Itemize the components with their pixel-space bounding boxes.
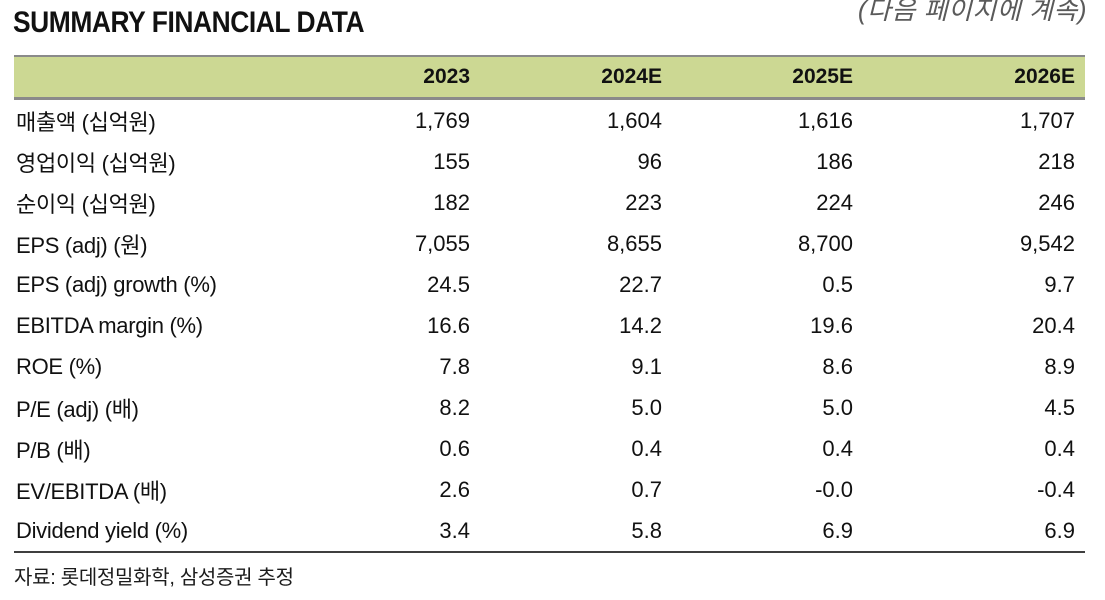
cell-value: 8.6 [822, 353, 853, 379]
cell-value: 96 [637, 148, 662, 174]
cell-value: 3.4 [439, 517, 470, 543]
cell-value: 5.8 [631, 517, 662, 543]
cell-value: 1,616 [797, 107, 853, 133]
table-row-pb: P/B (배) 0.6 0.4 0.4 0.4 [14, 428, 1085, 469]
table-row-eps: EPS (adj) (원) 7,055 8,655 8,700 9,542 [14, 223, 1085, 264]
table-row-ev-ebitda: EV/EBITDA (배) 2.6 0.7 -0.0 -0.4 [14, 469, 1085, 510]
cell-value: 0.4 [631, 435, 662, 461]
cell-value: 9.7 [1044, 271, 1075, 297]
row-label: P/E (adj) (배) [16, 396, 139, 422]
cell-value: 186 [816, 148, 853, 174]
row-label: EPS (adj) growth (%) [16, 271, 217, 297]
page-title: SUMMARY FINANCIAL DATA [13, 6, 365, 39]
cell-value: 224 [816, 189, 853, 215]
cell-value: 246 [1038, 189, 1075, 215]
cell-value: -0.0 [815, 476, 853, 502]
cell-value: 4.5 [1044, 394, 1075, 420]
cell-value: 20.4 [1032, 312, 1075, 338]
cell-value: 6.9 [1044, 517, 1075, 543]
table-row-operating-profit: 영업이익 (십억원) 155 96 186 218 [14, 141, 1085, 182]
row-label: EPS (adj) (원) [16, 232, 148, 258]
row-label: 영업이익 (십억원) [16, 150, 176, 176]
source-note: 자료: 롯데정밀화학, 삼성증권 추정 [14, 567, 294, 589]
cell-value: 218 [1038, 148, 1075, 174]
cell-value: 8.9 [1044, 353, 1075, 379]
table-row-dividend-yield: Dividend yield (%) 3.4 5.8 6.9 6.9 [14, 510, 1085, 552]
cell-value: 16.6 [427, 312, 470, 338]
row-label: 순이익 (십억원) [16, 191, 156, 217]
cell-value: 0.5 [822, 271, 853, 297]
row-label: EV/EBITDA (배) [16, 478, 167, 504]
table-row-net-profit: 순이익 (십억원) 182 223 224 246 [14, 182, 1085, 223]
cell-value: 0.7 [631, 476, 662, 502]
cell-value: 22.7 [619, 271, 662, 297]
cell-value: 0.4 [822, 435, 853, 461]
header-cell-2025e: 2025E [672, 55, 863, 100]
cell-value: 9.1 [631, 353, 662, 379]
table-row-pe: P/E (adj) (배) 8.2 5.0 5.0 4.5 [14, 387, 1085, 428]
cell-value: 9,542 [1019, 230, 1075, 256]
table-body: 매출액 (십억원) 1,769 1,604 1,616 1,707 영업이익 (… [14, 99, 1085, 553]
table-row-revenue: 매출액 (십억원) 1,769 1,604 1,616 1,707 [14, 99, 1085, 142]
row-label: P/B (배) [16, 437, 91, 463]
cell-value: 19.6 [810, 312, 853, 338]
header-cell-2024e: 2024E [480, 55, 672, 100]
header-cell-2023: 2023 [254, 55, 480, 100]
summary-financial-table: 2023 2024E 2025E 2026E 매출액 (십억원) 1,769 1… [14, 55, 1085, 553]
cell-value: 6.9 [822, 517, 853, 543]
cell-value: 1,707 [1019, 107, 1075, 133]
cell-value: 7.8 [439, 353, 470, 379]
table-header-row: 2023 2024E 2025E 2026E [14, 55, 1085, 100]
cell-value: 14.2 [619, 312, 662, 338]
row-label: 매출액 (십억원) [16, 109, 156, 135]
cell-value: 8.2 [439, 394, 470, 420]
cell-value: 24.5 [427, 271, 470, 297]
cell-value: 155 [433, 148, 470, 174]
header-cell-2026e: 2026E [863, 55, 1085, 100]
table-row-eps-growth: EPS (adj) growth (%) 24.5 22.7 0.5 9.7 [14, 264, 1085, 305]
table-row-ebitda-margin: EBITDA margin (%) 16.6 14.2 19.6 20.4 [14, 305, 1085, 346]
row-label: Dividend yield (%) [16, 517, 188, 543]
row-label: EBITDA margin (%) [16, 312, 203, 338]
cell-value: 1,769 [414, 107, 470, 133]
cell-value: -0.4 [1037, 476, 1075, 502]
continuation-note: (다음 페이지에 계속) [857, 0, 1087, 25]
cell-value: 0.4 [1044, 435, 1075, 461]
cell-value: 5.0 [822, 394, 853, 420]
cell-value: 8,655 [606, 230, 662, 256]
cell-value: 182 [433, 189, 470, 215]
row-label: ROE (%) [16, 353, 102, 379]
table-header: 2023 2024E 2025E 2026E [14, 55, 1085, 100]
header-cell-blank [14, 55, 254, 100]
cell-value: 0.6 [439, 435, 470, 461]
cell-value: 7,055 [414, 230, 470, 256]
cell-value: 8,700 [797, 230, 853, 256]
cell-value: 5.0 [631, 394, 662, 420]
cell-value: 1,604 [606, 107, 662, 133]
cell-value: 223 [625, 189, 662, 215]
cell-value: 2.6 [439, 476, 470, 502]
table-row-roe: ROE (%) 7.8 9.1 8.6 8.9 [14, 346, 1085, 387]
